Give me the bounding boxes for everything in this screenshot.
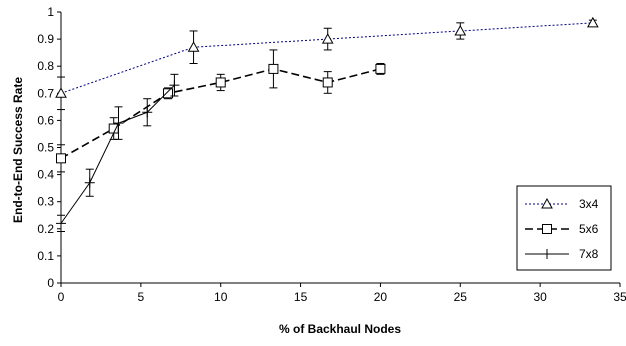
legend-marker [542, 249, 552, 259]
data-point [163, 88, 174, 99]
data-point [454, 24, 467, 36]
series-5x6 [56, 49, 386, 173]
data-point [56, 218, 66, 229]
data-point [56, 153, 66, 164]
data-point [322, 77, 333, 88]
legend-marker [542, 224, 552, 234]
data-point [142, 107, 153, 118]
series-3x4 [55, 16, 599, 111]
x-tick-label: 0 [58, 290, 65, 304]
legend-label: 3x4 [579, 197, 599, 211]
x-tick-label: 35 [613, 290, 626, 304]
legend-label: 7x8 [579, 247, 599, 261]
y-tick-label: 0 [47, 276, 54, 290]
y-tick-label: 1 [47, 5, 54, 19]
legend: 3x4 5x6 7x8 [516, 185, 612, 271]
series-line [60, 84, 175, 224]
legend-box [516, 185, 612, 271]
y-tick-label: 0.1 [37, 249, 54, 263]
y-tick-label: 0.4 [37, 168, 54, 182]
y-tick-label: 0.9 [37, 32, 54, 46]
plot-area: 00.10.20.30.40.50.60.70.80.910 5 10 15 20 25 3… [37, 5, 626, 304]
y-tick-label: 0.6 [37, 113, 54, 127]
series-7x8 [56, 73, 180, 233]
data-point [215, 77, 226, 88]
data-point [586, 16, 599, 28]
series-line [60, 22, 593, 94]
x-tick-label: 25 [454, 290, 468, 304]
data-point [169, 80, 180, 91]
data-point [268, 63, 279, 74]
y-tick-label: 0.5 [37, 141, 54, 155]
legend-label: 5x6 [579, 222, 599, 236]
data-point [321, 33, 334, 44]
x-tick-label: 5 [138, 290, 145, 304]
y-tick-label: 0.8 [37, 59, 54, 73]
y-axis-title: End-to-End Success Rate [11, 77, 25, 223]
x-tick-label: 15 [294, 290, 308, 304]
data-point [187, 41, 200, 52]
legend-item-5x6: 5x6 [525, 222, 599, 236]
data-point [84, 177, 95, 188]
legend-item-7x8: 7x8 [525, 247, 599, 261]
data-point [55, 87, 67, 98]
x-axis-title: % of Backhaul Nodes [279, 322, 401, 336]
x-tick-label: 30 [533, 290, 547, 304]
y-tick-label: 0.3 [37, 195, 54, 209]
data-point [375, 63, 386, 74]
y-tick-label: 0.7 [37, 86, 54, 100]
data-point [113, 118, 124, 129]
x-tick-label: 20 [374, 290, 388, 304]
y-tick-label: 0.2 [37, 222, 54, 236]
x-tick-label: 10 [214, 290, 228, 304]
legend-item-3x4: 3x4 [525, 197, 599, 211]
legend-marker [541, 197, 553, 209]
